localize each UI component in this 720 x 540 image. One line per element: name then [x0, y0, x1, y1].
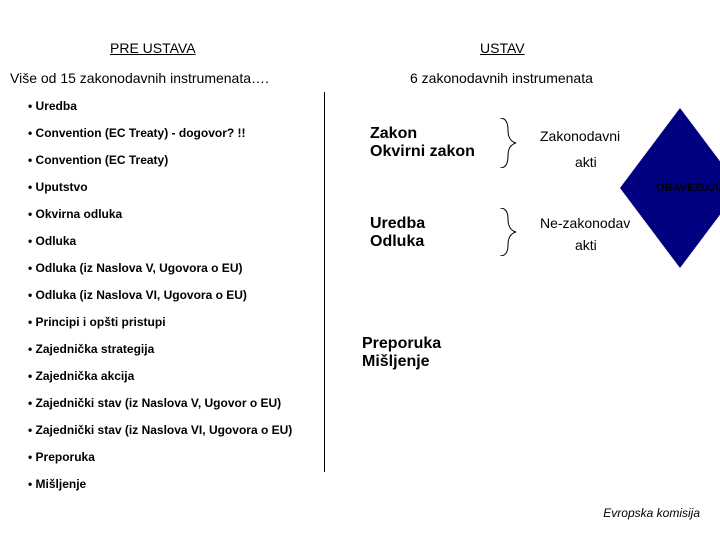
group-legislative-label: akti [575, 154, 597, 170]
group-nonbinding: Preporuka Mišljenje [362, 335, 441, 371]
right-column-title: USTAV [480, 40, 525, 56]
group-legislative: Zakon Okvirni zakon [370, 125, 475, 161]
brace-icon [498, 208, 518, 256]
vertical-separator [324, 92, 325, 472]
list-item: • Uredba [28, 100, 292, 112]
list-item: • Convention (EC Treaty) - dogovor? !! [28, 127, 292, 139]
footer-credit: Evropska komisija [603, 506, 700, 520]
list-item: • Preporuka [28, 451, 292, 463]
group-nonlegislative-label: Ne-zakonodav [540, 215, 630, 231]
group-line: Mišljenje [362, 353, 441, 371]
list-item: • Odluka (iz Naslova V, Ugovora o EU) [28, 262, 292, 274]
list-item: • Zajednička strategija [28, 343, 292, 355]
bullet-list: • Uredba • Convention (EC Treaty) - dogo… [28, 100, 292, 505]
list-item: • Odluka [28, 235, 292, 247]
list-item: • Zajednička akcija [28, 370, 292, 382]
left-subtitle: Više od 15 zakonodavnih instrumenata…. [10, 70, 269, 86]
list-item: • Zajednički stav (iz Naslova V, Ugovor … [28, 397, 292, 409]
group-nonlegislative-label: akti [575, 237, 597, 253]
list-item: • Convention (EC Treaty) [28, 154, 292, 166]
group-line: Uredba [370, 215, 425, 233]
group-line: Preporuka [362, 335, 441, 353]
right-subtitle: 6 zakonodavnih instrumenata [410, 70, 593, 86]
group-legislative-label: Zakonodavni [540, 128, 620, 144]
triangle-top-icon [620, 108, 720, 188]
triangle-label: OBAVEZUJUĆ [656, 182, 720, 194]
triangle-bottom-icon [620, 188, 720, 268]
left-column-title: PRE USTAVA [110, 40, 196, 56]
group-line: Okvirni zakon [370, 143, 475, 161]
group-line: Zakon [370, 125, 475, 143]
group-line: Odluka [370, 233, 425, 251]
brace-icon [498, 118, 518, 168]
list-item: • Principi i opšti pristupi [28, 316, 292, 328]
list-item: • Mišljenje [28, 478, 292, 490]
list-item: • Okvirna odluka [28, 208, 292, 220]
list-item: • Zajednički stav (iz Naslova VI, Ugovor… [28, 424, 292, 436]
list-item: • Odluka (iz Naslova VI, Ugovora o EU) [28, 289, 292, 301]
list-item: • Uputstvo [28, 181, 292, 193]
group-nonlegislative: Uredba Odluka [370, 215, 425, 251]
